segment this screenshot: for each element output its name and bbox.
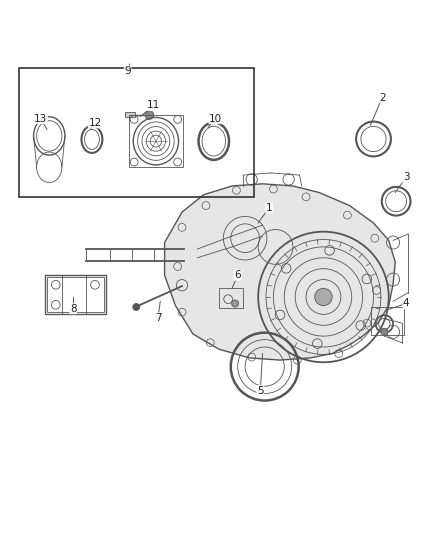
Text: 10: 10 (209, 114, 222, 124)
Text: 5: 5 (257, 385, 264, 395)
Bar (19, 68, 254, 197)
Bar (47, 277, 104, 312)
Circle shape (315, 288, 332, 305)
Bar (129, 115, 183, 167)
Text: 13: 13 (34, 114, 47, 124)
Text: 4: 4 (403, 298, 410, 309)
Text: 1: 1 (266, 203, 272, 213)
Text: 9: 9 (124, 66, 131, 76)
Circle shape (381, 328, 388, 335)
Circle shape (232, 300, 239, 307)
Text: 7: 7 (155, 313, 161, 323)
Text: 6: 6 (234, 270, 241, 280)
Text: 8: 8 (70, 304, 77, 314)
Text: 12: 12 (88, 118, 102, 128)
Bar (219, 288, 243, 308)
Bar (125, 112, 135, 117)
Bar (45, 275, 106, 314)
Circle shape (133, 303, 140, 310)
Circle shape (145, 111, 154, 119)
Polygon shape (165, 184, 395, 360)
Text: 3: 3 (403, 172, 410, 182)
Text: 2: 2 (379, 93, 385, 103)
Text: 11: 11 (147, 100, 160, 110)
Bar (371, 306, 404, 335)
